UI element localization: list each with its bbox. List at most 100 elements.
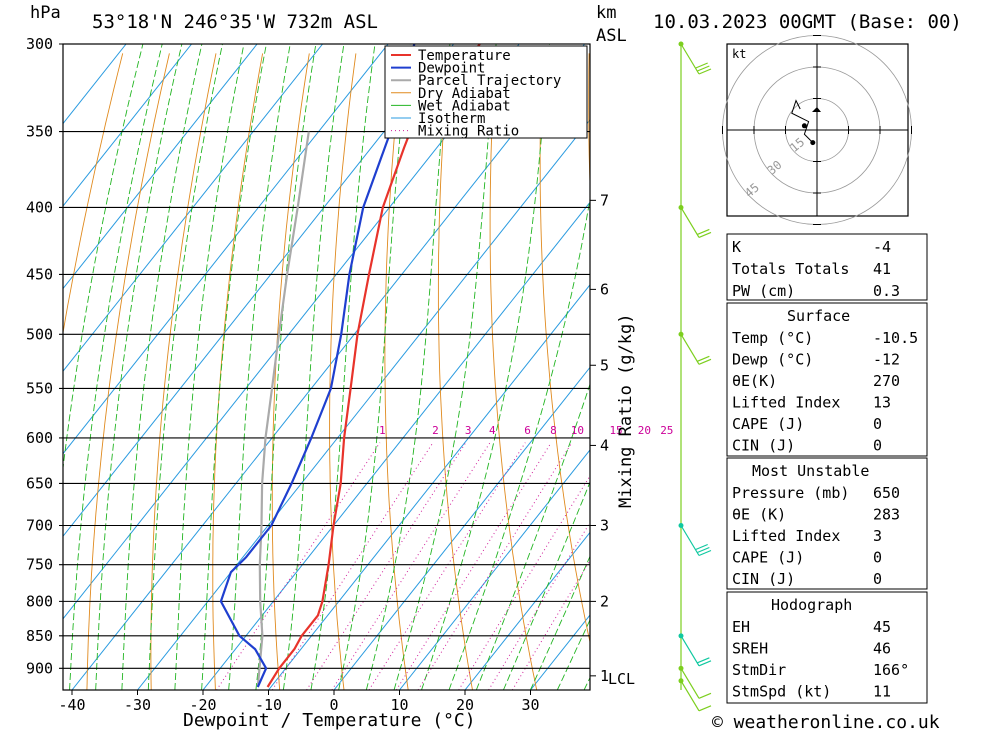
most-unstable-row-label: Pressure (mb) (732, 484, 849, 502)
hodograph-unit: kt (732, 47, 746, 61)
credit-text: © weatheronline.co.uk (712, 712, 940, 733)
dry-adiabat-line (962, 53, 1000, 690)
wet-adiabat-line (255, 44, 317, 690)
isotherm-line (63, 44, 520, 620)
wet-adiabat-line (475, 382, 590, 690)
wet-adiabat-line (556, 618, 590, 690)
mixing-ratio-label: 2 (432, 424, 439, 437)
most-unstable-row-label: θE (K) (732, 506, 786, 524)
wet-adiabat-line (228, 44, 291, 690)
dry-adiabat-line (271, 53, 310, 690)
wind-barb (678, 665, 712, 699)
most-unstable-row-value: 0 (873, 549, 882, 567)
mixing-ratio-line (368, 442, 526, 690)
hpa-unit: hPa (30, 3, 61, 23)
most-unstable-row-label: CIN (J) (732, 570, 795, 588)
wet-adiabat-line (95, 44, 183, 690)
parcel-trajectory-line (256, 131, 310, 688)
wind-barb-staff (680, 680, 700, 712)
wind-barb-flag (695, 543, 708, 551)
mixing-ratio-label: 10 (571, 424, 584, 437)
index-row-label: K (732, 238, 741, 256)
height-tick-label: 7 (600, 191, 609, 209)
hodograph-index-row-label: StmSpd (kt) (732, 683, 831, 701)
pressure-tick-label: 300 (26, 35, 53, 53)
wind-barb (678, 41, 712, 75)
index-row-value: -4 (873, 238, 891, 256)
wind-barb (678, 523, 712, 557)
surface-title: Surface (787, 307, 850, 325)
pressure-tick-label: 900 (26, 659, 53, 677)
station-location: 53°18'N 246°35'W 732m ASL (92, 11, 378, 33)
wet-adiabat-line (502, 480, 590, 690)
wind-barb-flag (697, 546, 710, 554)
wind-barb-staff (680, 207, 700, 238)
most-unstable-row-value: 0 (873, 570, 882, 588)
dry-adiabat-lines (63, 53, 1000, 690)
surface-row-label: θE(K) (732, 372, 777, 390)
temperature-tick-label: -30 (124, 696, 151, 714)
height-axis: 7 6 5 4 3 2 1 (590, 191, 609, 685)
isotherm-line (63, 44, 258, 290)
legend-label: Parcel Trajectory (418, 73, 561, 89)
pressure-tick-label: 800 (26, 592, 53, 610)
x-axis-label: Dewpoint / Temperature (°C) (183, 710, 476, 731)
index-row-value: 0.3 (873, 282, 900, 300)
temperature-tick-label: -10 (255, 696, 282, 714)
mixing-ratio-line (395, 442, 552, 690)
asl-unit: ASL (596, 26, 627, 46)
pressure-tick-label: 500 (26, 325, 53, 343)
wind-barb-flag (695, 62, 708, 69)
forecast-datetime: 10.03.2023 00GMT (Base: 00) (653, 11, 962, 33)
surface-row-value: -12 (873, 351, 900, 369)
index-row-label: Totals Totals (732, 260, 849, 278)
pressure-tick-label: 600 (26, 429, 53, 447)
mixing-ratio-labels: 1 2 3 4 6 8 10 15 20 25 (379, 424, 673, 437)
isotherm-line (202, 201, 590, 690)
wet-adiabat-line (201, 44, 267, 690)
height-tick-label: 3 (600, 517, 609, 535)
wind-barb (678, 331, 712, 365)
mixing-ratio-label: 25 (660, 424, 673, 437)
legend-label: Dry Adiabat (418, 86, 511, 102)
pressure-axis: 300 350 400 450 500 550 600 650 700 750 800 850 900 (26, 35, 53, 677)
wind-barb-flag (698, 660, 712, 667)
most-unstable-row-value: 3 (873, 527, 882, 545)
mixing-ratio-label: 15 (609, 424, 622, 437)
index-row-label: PW (cm) (732, 282, 795, 300)
dry-adiabat-line (489, 53, 538, 690)
hodograph-index-row-value: 11 (873, 683, 891, 701)
hodograph-index-row-value: 46 (873, 640, 891, 658)
plot-frame (62, 43, 591, 691)
temperature-axis: -40 -30 -20 -10 0 10 20 30 (58, 690, 540, 714)
wind-barb-flag (697, 228, 710, 236)
pressure-tick-label: 350 (26, 123, 53, 141)
dry-adiabat-line (86, 53, 170, 690)
wind-barb-staff (680, 635, 700, 667)
wet-adiabat-line (310, 44, 376, 690)
pressure-tick-label: 850 (26, 627, 53, 645)
mixing-ratio-label: 1 (379, 424, 386, 437)
wind-barb-flag (698, 68, 712, 75)
hodograph-index-row-label: EH (732, 618, 750, 636)
mixing-ratio-label: 6 (524, 424, 531, 437)
wet-adiabat-line (63, 44, 144, 472)
isotherm-line (399, 449, 590, 690)
wet-adiabat-line (448, 196, 590, 690)
storm-motion-marker (812, 107, 821, 112)
hodograph-trace (791, 99, 814, 143)
index-row-value: 41 (873, 260, 891, 278)
dry-adiabat-line (150, 53, 217, 690)
wet-adiabat-line (174, 44, 245, 690)
wind-barb-flag (697, 657, 710, 664)
hodograph-index-row-label: SREH (732, 640, 768, 658)
wet-adiabat-line (338, 44, 411, 690)
surface-row-label: Temp (°C) (732, 329, 813, 347)
hodograph-index-box (726, 591, 928, 704)
legend-label: Temperature (418, 48, 511, 64)
km-unit: km (596, 3, 616, 23)
hodograph-index-title: Hodograph (771, 596, 852, 614)
hodograph-point (810, 140, 816, 146)
